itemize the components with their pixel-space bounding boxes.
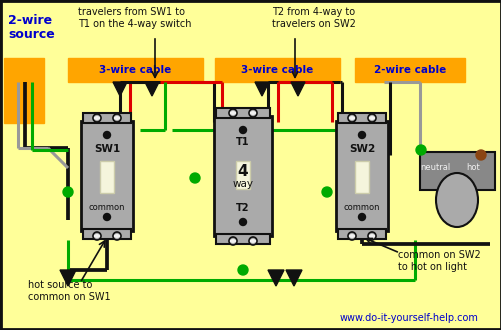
Bar bbox=[337, 113, 385, 123]
Polygon shape bbox=[255, 82, 269, 96]
Bar bbox=[335, 121, 387, 231]
Ellipse shape bbox=[369, 235, 374, 237]
Ellipse shape bbox=[349, 117, 354, 119]
Text: hot: hot bbox=[465, 162, 479, 172]
Text: T1 on the 4-way switch: T1 on the 4-way switch bbox=[78, 19, 191, 29]
Bar bbox=[214, 58, 339, 82]
Text: way: way bbox=[232, 179, 253, 189]
Circle shape bbox=[113, 232, 121, 240]
Bar bbox=[235, 161, 249, 189]
Ellipse shape bbox=[435, 173, 477, 227]
Text: 2-wire: 2-wire bbox=[8, 14, 52, 26]
Text: T2: T2 bbox=[236, 203, 249, 213]
Text: SW2: SW2 bbox=[348, 144, 374, 154]
Text: T2 from 4-way to: T2 from 4-way to bbox=[272, 7, 354, 17]
Circle shape bbox=[367, 232, 375, 240]
Ellipse shape bbox=[94, 235, 99, 237]
Text: travelers on SW2: travelers on SW2 bbox=[272, 19, 355, 29]
Circle shape bbox=[103, 214, 110, 220]
Circle shape bbox=[228, 237, 236, 245]
Circle shape bbox=[103, 131, 110, 139]
Circle shape bbox=[358, 214, 365, 220]
Circle shape bbox=[113, 114, 121, 122]
Text: to hot on light: to hot on light bbox=[397, 262, 466, 272]
Circle shape bbox=[239, 218, 246, 225]
Bar bbox=[100, 161, 114, 193]
Ellipse shape bbox=[114, 117, 119, 119]
Text: 4: 4 bbox=[237, 163, 248, 179]
Circle shape bbox=[189, 173, 199, 183]
Bar bbox=[213, 116, 272, 236]
Circle shape bbox=[248, 109, 257, 117]
Bar bbox=[354, 58, 464, 82]
Text: source: source bbox=[8, 27, 55, 41]
Bar bbox=[419, 152, 494, 190]
Circle shape bbox=[237, 265, 247, 275]
Text: common on SW2: common on SW2 bbox=[397, 250, 480, 260]
Text: SW1: SW1 bbox=[94, 144, 120, 154]
Text: common: common bbox=[343, 203, 379, 212]
Bar bbox=[354, 161, 368, 193]
Polygon shape bbox=[113, 82, 127, 96]
Circle shape bbox=[321, 187, 331, 197]
Polygon shape bbox=[286, 270, 302, 286]
Ellipse shape bbox=[349, 235, 354, 237]
Polygon shape bbox=[268, 270, 284, 286]
Circle shape bbox=[347, 232, 355, 240]
Polygon shape bbox=[145, 82, 159, 96]
Text: neutral: neutral bbox=[419, 162, 449, 172]
Bar bbox=[337, 229, 385, 239]
Ellipse shape bbox=[369, 117, 374, 119]
Bar bbox=[4, 58, 44, 123]
Circle shape bbox=[347, 114, 355, 122]
Circle shape bbox=[63, 187, 73, 197]
Circle shape bbox=[228, 109, 236, 117]
Bar bbox=[83, 229, 131, 239]
Text: www.do-it-yourself-help.com: www.do-it-yourself-help.com bbox=[339, 313, 478, 323]
Circle shape bbox=[367, 114, 375, 122]
Ellipse shape bbox=[94, 117, 99, 119]
Bar bbox=[83, 113, 131, 123]
Text: common: common bbox=[89, 203, 125, 212]
Ellipse shape bbox=[114, 235, 119, 237]
Text: 3-wire cable: 3-wire cable bbox=[241, 65, 313, 75]
Circle shape bbox=[93, 232, 101, 240]
Circle shape bbox=[239, 126, 246, 134]
Text: 2-wire cable: 2-wire cable bbox=[373, 65, 445, 75]
Circle shape bbox=[248, 237, 257, 245]
Text: hot source to: hot source to bbox=[28, 280, 92, 290]
Circle shape bbox=[415, 145, 425, 155]
Polygon shape bbox=[291, 82, 305, 96]
Ellipse shape bbox=[230, 240, 235, 242]
Ellipse shape bbox=[230, 112, 235, 114]
Polygon shape bbox=[60, 270, 76, 286]
Text: T1: T1 bbox=[236, 137, 249, 147]
Text: common on SW1: common on SW1 bbox=[28, 292, 110, 302]
Circle shape bbox=[475, 150, 485, 160]
Bar bbox=[81, 121, 133, 231]
Bar bbox=[215, 234, 270, 244]
Text: travelers from SW1 to: travelers from SW1 to bbox=[78, 7, 185, 17]
Circle shape bbox=[93, 114, 101, 122]
Circle shape bbox=[358, 131, 365, 139]
Bar bbox=[68, 58, 202, 82]
Ellipse shape bbox=[250, 240, 255, 242]
Bar bbox=[215, 108, 270, 118]
Text: 3-wire cable: 3-wire cable bbox=[99, 65, 171, 75]
Ellipse shape bbox=[250, 112, 255, 114]
